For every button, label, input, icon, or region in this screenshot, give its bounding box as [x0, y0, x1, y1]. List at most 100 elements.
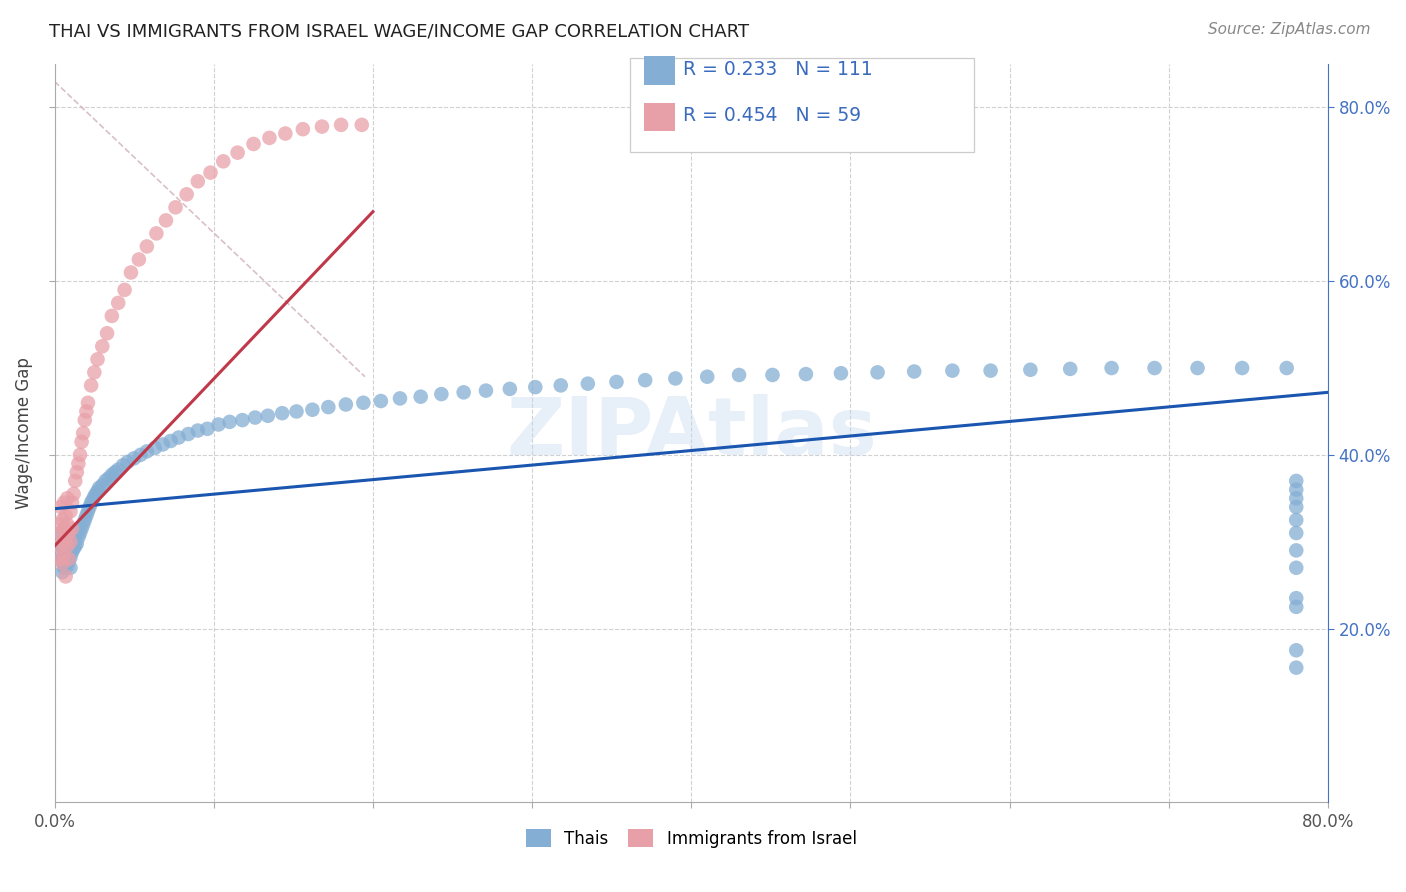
- Point: [1285, 491, 1308, 506]
- Point: [73, 513, 96, 527]
- Point: [53, 522, 76, 536]
- Point: [49, 552, 72, 566]
- Point: [111, 458, 134, 473]
- Point: [62, 487, 84, 501]
- Point: [48, 517, 70, 532]
- Point: [59, 561, 82, 575]
- Point: [70, 522, 93, 536]
- Point: [370, 394, 392, 409]
- Text: ZIPAtlas: ZIPAtlas: [506, 394, 877, 472]
- Point: [56, 539, 79, 553]
- Point: [55, 530, 77, 544]
- Point: [1285, 591, 1308, 606]
- Point: [56, 517, 79, 532]
- Point: [187, 174, 209, 188]
- Point: [122, 451, 145, 466]
- Point: [120, 265, 142, 279]
- Point: [58, 554, 80, 568]
- Point: [56, 559, 79, 574]
- Point: [167, 430, 190, 444]
- Point: [903, 364, 925, 378]
- Point: [176, 187, 198, 202]
- Point: [114, 283, 136, 297]
- Point: [242, 136, 264, 151]
- Point: [48, 539, 70, 553]
- Point: [69, 448, 91, 462]
- Point: [77, 504, 100, 518]
- Point: [830, 366, 852, 380]
- Point: [866, 365, 889, 379]
- Point: [129, 448, 152, 462]
- Point: [72, 426, 94, 441]
- Point: [274, 127, 297, 141]
- Point: [65, 539, 87, 553]
- Point: [55, 508, 77, 523]
- Point: [128, 252, 150, 267]
- Point: [67, 457, 90, 471]
- Point: [107, 296, 129, 310]
- Point: [51, 557, 73, 571]
- Point: [56, 491, 79, 506]
- Point: [55, 534, 77, 549]
- Point: [1285, 500, 1308, 514]
- Point: [59, 534, 82, 549]
- Point: [499, 382, 522, 396]
- Point: [58, 543, 80, 558]
- Point: [101, 467, 124, 482]
- Point: [1019, 363, 1042, 377]
- Point: [51, 534, 73, 549]
- Point: [65, 474, 87, 488]
- Point: [1285, 513, 1308, 527]
- Point: [87, 481, 110, 495]
- Point: [1059, 362, 1081, 376]
- Legend: Thais, Immigrants from Israel: Thais, Immigrants from Israel: [519, 822, 863, 855]
- Point: [259, 131, 281, 145]
- Point: [59, 530, 82, 544]
- Point: [56, 548, 79, 562]
- Point: [60, 495, 83, 509]
- Point: [135, 444, 157, 458]
- Point: [49, 500, 72, 514]
- Point: [70, 434, 93, 449]
- Point: [1285, 643, 1308, 657]
- Point: [135, 239, 157, 253]
- Point: [350, 118, 373, 132]
- Point: [761, 368, 783, 382]
- Point: [58, 526, 80, 541]
- Point: [55, 545, 77, 559]
- Point: [1285, 660, 1308, 674]
- Point: [59, 550, 82, 565]
- Point: [311, 120, 333, 134]
- Point: [941, 364, 963, 378]
- Point: [143, 441, 166, 455]
- Point: [1285, 474, 1308, 488]
- Point: [97, 471, 120, 485]
- Point: [65, 528, 87, 542]
- Point: [165, 200, 187, 214]
- Text: THAI VS IMMIGRANTS FROM ISRAEL WAGE/INCOME GAP CORRELATION CHART: THAI VS IMMIGRANTS FROM ISRAEL WAGE/INCO…: [49, 22, 749, 40]
- Point: [200, 166, 222, 180]
- Point: [634, 373, 657, 387]
- Point: [86, 484, 108, 499]
- Point: [1187, 361, 1209, 376]
- Point: [59, 541, 82, 555]
- Point: [55, 557, 77, 571]
- Point: [285, 404, 308, 418]
- Point: [53, 548, 76, 562]
- Point: [91, 339, 114, 353]
- Point: [243, 410, 266, 425]
- Point: [1285, 599, 1308, 614]
- Point: [53, 495, 76, 509]
- Point: [66, 465, 89, 479]
- Point: [388, 392, 411, 406]
- Point: [475, 384, 498, 398]
- Point: [159, 434, 181, 448]
- Point: [152, 437, 174, 451]
- Point: [664, 371, 686, 385]
- Point: [49, 526, 72, 541]
- Point: [75, 404, 97, 418]
- Point: [728, 368, 751, 382]
- Point: [212, 154, 235, 169]
- Point: [48, 552, 70, 566]
- Point: [117, 455, 139, 469]
